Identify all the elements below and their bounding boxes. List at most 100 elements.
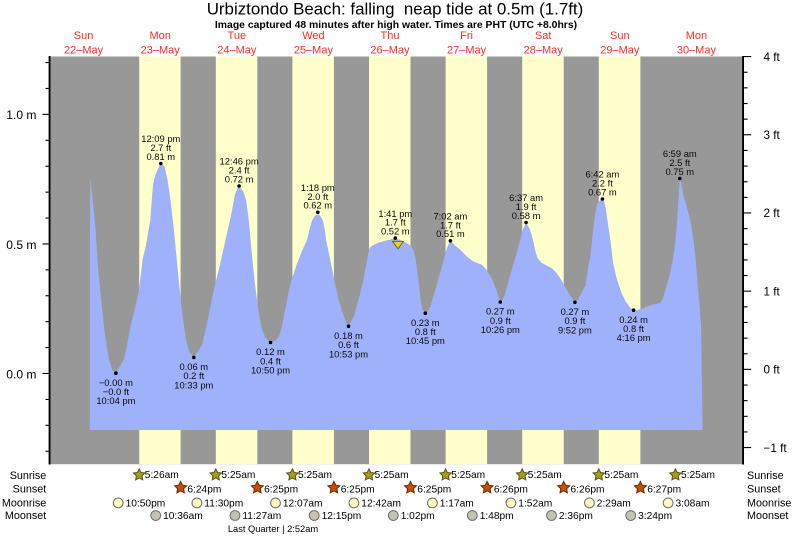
svg-text:Moonset: Moonset [747,510,788,522]
svg-text:0.58 m: 0.58 m [512,210,541,221]
svg-text:Thu: Thu [381,30,400,42]
svg-text:0.52 m: 0.52 m [381,225,410,236]
svg-text:4 ft: 4 ft [764,51,781,64]
svg-text:1.9 ft: 1.9 ft [516,201,537,212]
svg-text:Sun: Sun [610,30,630,42]
svg-text:Sunrise: Sunrise [10,470,47,482]
svg-text:0.81 m: 0.81 m [146,151,175,162]
svg-text:2:29am: 2:29am [597,498,631,509]
svg-text:27–May: 27–May [447,44,487,56]
svg-text:−0.00 m: −0.00 m [99,377,133,388]
svg-text:0.62 m: 0.62 m [303,200,332,211]
svg-text:0 ft: 0 ft [764,364,781,377]
svg-text:0.9 ft: 0.9 ft [490,315,511,326]
svg-text:0.51 m: 0.51 m [436,228,465,239]
svg-text:10:33 pm: 10:33 pm [174,379,213,390]
svg-text:26–May: 26–May [370,44,410,56]
svg-text:12:46 pm: 12:46 pm [220,156,259,167]
svg-text:6:42 am: 6:42 am [585,169,619,180]
svg-text:5:25am: 5:25am [451,470,485,481]
svg-text:2.0 ft: 2.0 ft [307,191,328,202]
svg-text:0.5 m: 0.5 m [6,238,36,252]
svg-text:25–May: 25–May [294,44,334,56]
svg-text:Tue: Tue [228,30,247,42]
svg-text:6:25pm: 6:25pm [264,484,298,495]
svg-text:2.4 ft: 2.4 ft [229,165,250,176]
svg-text:Sunset: Sunset [747,483,781,495]
svg-text:Moonset: Moonset [5,510,46,522]
svg-text:0.23 m: 0.23 m [411,317,440,328]
svg-text:0.8 ft: 0.8 ft [623,323,644,334]
svg-text:10:53 pm: 10:53 pm [329,348,368,359]
svg-text:12:42am: 12:42am [361,498,401,509]
svg-text:3:24pm: 3:24pm [638,511,672,522]
svg-text:2:36pm: 2:36pm [559,511,593,522]
svg-text:1:48pm: 1:48pm [480,511,514,522]
svg-text:10:36am: 10:36am [163,511,203,522]
svg-text:30–May: 30–May [677,44,717,56]
svg-text:0.8 ft: 0.8 ft [415,326,436,337]
svg-text:6:27pm: 6:27pm [647,484,681,495]
svg-text:4:16 pm: 4:16 pm [617,332,651,343]
svg-text:0.27 m: 0.27 m [561,306,590,317]
svg-text:24–May: 24–May [217,44,257,56]
svg-text:0.9 ft: 0.9 ft [564,315,585,326]
svg-text:5:25am: 5:25am [221,470,255,481]
svg-text:1.7 ft: 1.7 ft [440,219,461,230]
svg-text:1:41 pm: 1:41 pm [378,208,412,219]
svg-text:0.06 m: 0.06 m [179,361,208,372]
svg-text:11:27am: 11:27am [242,511,281,522]
svg-text:Urbiztondo Beach: falling nea: Urbiztondo Beach: falling neap tide at 0… [207,0,584,19]
svg-text:0.24 m: 0.24 m [619,314,648,325]
svg-text:0.6 ft: 0.6 ft [338,339,359,350]
svg-text:0.72 m: 0.72 m [225,173,254,184]
svg-text:1 ft: 1 ft [764,285,781,298]
svg-text:6:37 am: 6:37 am [509,192,543,203]
svg-text:5:25am: 5:25am [375,470,409,481]
svg-text:3 ft: 3 ft [764,129,781,142]
svg-text:5:25am: 5:25am [528,470,562,481]
svg-text:10:45 pm: 10:45 pm [406,335,445,346]
svg-text:1.0 m: 1.0 m [6,108,36,122]
svg-text:2.5 ft: 2.5 ft [669,157,690,168]
svg-text:7:02 am: 7:02 am [433,211,467,222]
svg-text:2.7 ft: 2.7 ft [150,142,171,153]
svg-text:5:26am: 5:26am [145,470,179,481]
svg-text:6:25pm: 6:25pm [341,484,375,495]
svg-text:Sunrise: Sunrise [747,470,784,482]
svg-text:6:59 am: 6:59 am [663,148,697,159]
svg-text:10:04 pm: 10:04 pm [96,395,135,406]
svg-text:0.75 m: 0.75 m [665,166,694,177]
svg-text:Moonrise: Moonrise [2,497,46,509]
svg-text:9:52 pm: 9:52 pm [558,324,592,335]
svg-text:1:52am: 1:52am [518,498,552,509]
svg-text:Sunset: Sunset [13,483,47,495]
svg-text:Moonrise: Moonrise [747,497,791,509]
svg-text:0.27 m: 0.27 m [486,306,515,317]
svg-text:Sat: Sat [535,30,552,42]
svg-text:−0.0 ft: −0.0 ft [103,386,130,397]
svg-text:0.0 m: 0.0 m [6,367,36,381]
svg-text:−1 ft: −1 ft [764,442,788,455]
svg-text:Sun: Sun [74,30,94,42]
svg-text:12:09 pm: 12:09 pm [141,133,180,144]
svg-text:1:18 pm: 1:18 pm [301,182,335,193]
svg-text:11:30pm: 11:30pm [204,498,243,509]
svg-text:5:25am: 5:25am [298,470,332,481]
svg-text:12:15pm: 12:15pm [322,511,362,522]
svg-text:28–May: 28–May [524,44,564,56]
svg-text:12:07am: 12:07am [283,498,323,509]
svg-text:0.12 m: 0.12 m [256,346,285,357]
svg-text:Wed: Wed [302,30,324,42]
svg-text:1.7 ft: 1.7 ft [385,217,406,228]
svg-text:5:25am: 5:25am [604,470,638,481]
svg-text:0.4 ft: 0.4 ft [260,355,281,366]
svg-text:22–May: 22–May [64,44,104,56]
svg-text:10:50 pm: 10:50 pm [251,365,290,376]
svg-text:Mon: Mon [149,30,170,42]
svg-text:2.2 ft: 2.2 ft [592,178,613,189]
svg-text:2 ft: 2 ft [764,207,781,220]
svg-text:10:26 pm: 10:26 pm [481,324,520,335]
svg-text:0.2 ft: 0.2 ft [183,370,204,381]
svg-text:10:50pm: 10:50pm [126,498,166,509]
